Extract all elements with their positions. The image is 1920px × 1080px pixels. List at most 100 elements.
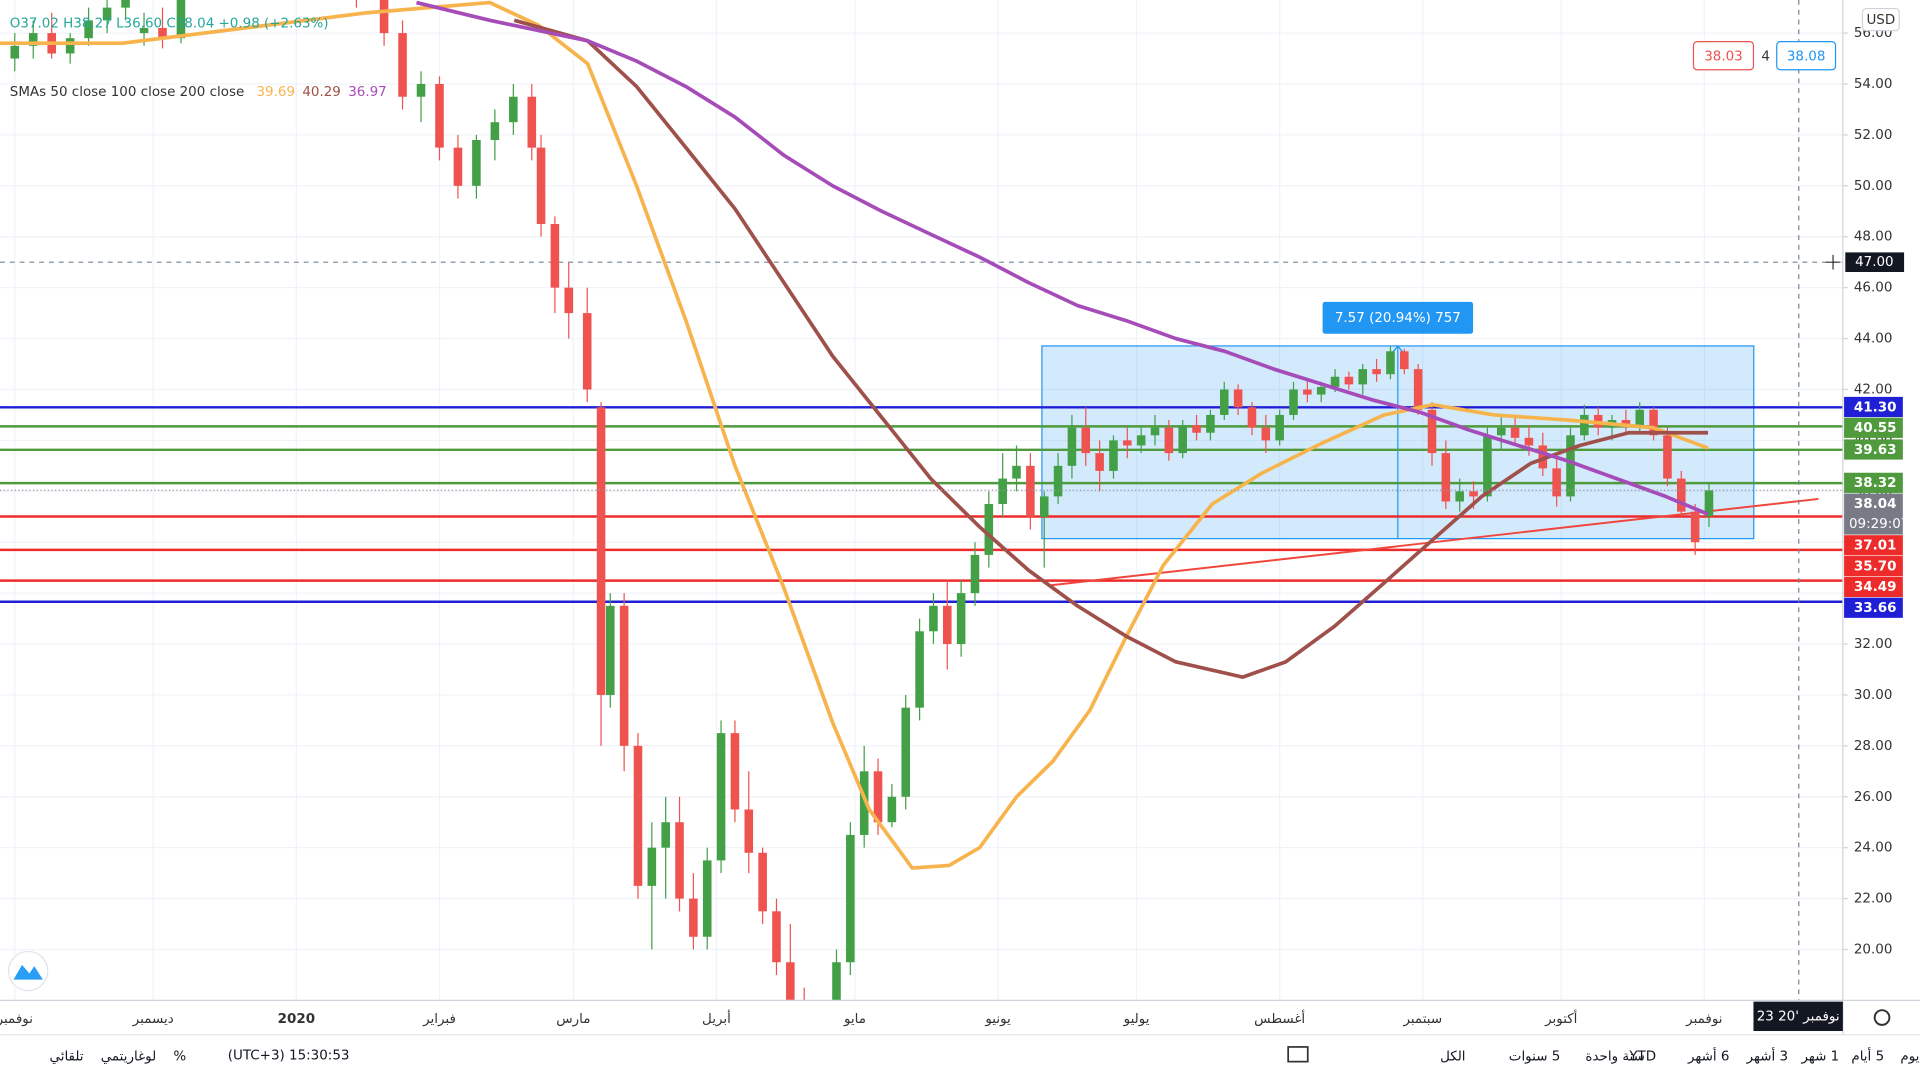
axis-option[interactable]: % xyxy=(173,1050,186,1065)
candle-body xyxy=(832,962,841,1001)
price-label-box xyxy=(1844,472,1903,493)
candle-body xyxy=(550,224,560,288)
candle-body xyxy=(490,122,500,141)
bid-box[interactable] xyxy=(1692,41,1755,71)
candle-body xyxy=(1496,427,1506,436)
candle-body xyxy=(1358,369,1368,385)
price-label: 41.30 xyxy=(1854,400,1897,415)
candle-body xyxy=(582,313,592,390)
sma-legend: SMAs 50 close 100 close 200 close xyxy=(10,85,244,100)
candle-body xyxy=(509,96,518,123)
candle-body xyxy=(887,796,897,823)
countdown: 09:29:07 xyxy=(1849,517,1909,532)
axis-option[interactable]: تلقائي xyxy=(49,1050,83,1065)
compare-icon[interactable] xyxy=(1287,1046,1309,1063)
price-label-box xyxy=(1844,396,1903,418)
grid xyxy=(0,0,1843,1001)
candle-body xyxy=(102,7,112,21)
x-tick-label: فبراير xyxy=(422,1012,456,1027)
candle-body xyxy=(121,0,130,8)
range-button[interactable]: سنة واحدة xyxy=(1585,1050,1644,1065)
candle-body xyxy=(1676,478,1686,512)
candle-body xyxy=(416,84,426,97)
currency-box[interactable] xyxy=(1861,7,1900,32)
bid[interactable]: 38.03 xyxy=(1704,49,1743,64)
candle-body xyxy=(661,822,670,848)
sma-legend-value: 39.69 xyxy=(256,85,295,100)
candle-body xyxy=(1649,409,1658,436)
candle-body xyxy=(1704,490,1714,517)
candle-body xyxy=(1330,376,1340,387)
candle-body xyxy=(984,504,994,555)
settings-icon[interactable] xyxy=(1873,1009,1891,1026)
price-label: 35.70 xyxy=(1854,559,1897,574)
x-tick-label: ديسمبر xyxy=(132,1012,174,1027)
candle-body xyxy=(1067,427,1077,466)
candle-body xyxy=(158,28,167,39)
candle-body xyxy=(1081,427,1091,454)
range-button[interactable]: YTD xyxy=(1628,1050,1656,1065)
candle-body xyxy=(527,96,537,148)
candle-body xyxy=(1026,465,1035,517)
measure-arrowhead xyxy=(1392,344,1404,353)
range-button[interactable]: الكل xyxy=(1440,1050,1465,1065)
candle-body xyxy=(1192,425,1201,433)
candle-body xyxy=(942,605,952,645)
candle-body xyxy=(689,898,698,937)
candle-body xyxy=(1455,491,1464,502)
price-label-box xyxy=(1844,417,1903,438)
ask-box[interactable] xyxy=(1776,41,1837,71)
y-tick-label: 54.00 xyxy=(1854,77,1893,92)
range-button[interactable]: 1 شهر xyxy=(1800,1050,1839,1065)
candle-body xyxy=(1178,425,1188,454)
axis-option[interactable]: لوغاريتمي xyxy=(101,1050,156,1065)
x-tick-label: أكتوبر xyxy=(1544,1009,1577,1027)
candle-body xyxy=(1136,435,1146,446)
candle-body xyxy=(398,33,407,97)
measure-label: 7.57 (20.94%) 757 xyxy=(1335,311,1461,326)
candle-body xyxy=(1012,465,1021,479)
candle-body xyxy=(915,631,924,708)
candle-body xyxy=(1580,414,1589,436)
candle-body xyxy=(758,852,767,912)
candle-body xyxy=(472,140,481,186)
sma-legend-value: 36.97 xyxy=(348,85,387,100)
price-label-box xyxy=(1844,439,1903,460)
candle-body xyxy=(1247,407,1257,428)
candle-body xyxy=(1524,437,1534,446)
date-label-box xyxy=(1753,1001,1843,1032)
candle-body xyxy=(28,33,38,46)
candle-body xyxy=(619,605,629,746)
range-button[interactable]: 1 يوم xyxy=(1900,1050,1920,1065)
candle-body xyxy=(1372,369,1381,375)
candle-body xyxy=(1427,409,1437,454)
ohlc-legend: O37.02 H38.27 L36.60 C38.04 +0.98 (+2.63… xyxy=(10,16,329,31)
candle-body xyxy=(596,407,606,695)
candle-body xyxy=(84,20,93,39)
crosshair-label: 47.00 xyxy=(1855,255,1894,270)
candle-body xyxy=(744,809,754,853)
x-tick-label: يوليو xyxy=(1123,1012,1150,1027)
x-tick-label: نوفمبر xyxy=(0,1012,33,1027)
x-tick-label: مايو xyxy=(843,1012,866,1027)
x-tick-label: سبتمبر xyxy=(1402,1012,1442,1027)
ask[interactable]: 38.08 xyxy=(1787,49,1826,64)
candle-body xyxy=(675,822,684,899)
currency[interactable]: USD xyxy=(1866,13,1895,28)
candle-body xyxy=(859,771,869,835)
candle-body xyxy=(176,0,186,39)
range-button[interactable]: 5 أيام xyxy=(1851,1047,1884,1065)
range-button[interactable]: 6 أشهر xyxy=(1687,1047,1729,1065)
candle-body xyxy=(1344,376,1354,385)
price-label-box xyxy=(1844,576,1903,598)
y-tick-label: 22.00 xyxy=(1854,892,1893,907)
candle-body xyxy=(1469,491,1478,497)
candle-body xyxy=(1635,409,1645,426)
candle-body xyxy=(1690,511,1700,543)
logo[interactable] xyxy=(7,950,49,992)
range-button[interactable]: 5 سنوات xyxy=(1509,1050,1561,1065)
candle-body xyxy=(716,733,726,861)
range-button[interactable]: 3 أشهر xyxy=(1746,1047,1788,1065)
plot-area xyxy=(0,0,1843,1001)
